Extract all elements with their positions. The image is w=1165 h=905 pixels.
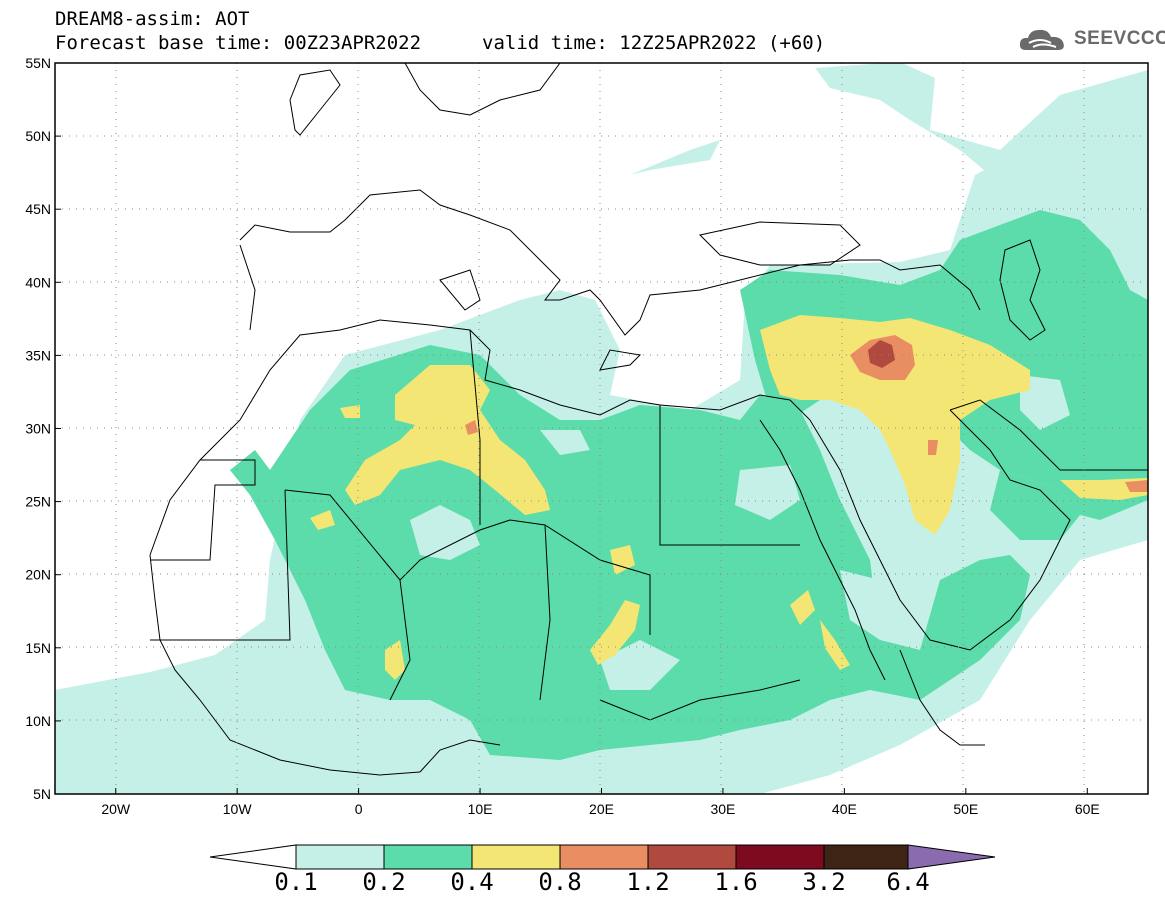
- colorbar-label: 0.8: [538, 868, 582, 896]
- lon-tick-label: 20E: [589, 801, 614, 817]
- lat-tick-label: 35N: [25, 347, 51, 363]
- colorbar-label: 0.2: [362, 868, 406, 896]
- gridlines: [55, 63, 1148, 794]
- colorbar-min-arrow: [209, 844, 297, 870]
- colorbar-label: 1.2: [626, 868, 670, 896]
- valid-time: valid time: 12Z25APR2022 (+60): [482, 32, 826, 54]
- lat-tick-label: 15N: [25, 640, 51, 656]
- lat-tick-label: 45N: [25, 201, 51, 217]
- colorbar-label: 6.4: [886, 868, 930, 896]
- colorbar-max-arrow: [907, 844, 996, 870]
- lat-axis: 5N 10N 15N 20N 25N 30N 35N 40N 45N 50N 55N: [25, 55, 61, 802]
- colorbar-box-0-1: [295, 844, 385, 870]
- lat-tick-label: 20N: [25, 567, 51, 583]
- lon-axis: 20W 10W 0 10E 20E 30E 40E 50E 60E: [101, 788, 1100, 817]
- map-title: DREAM8-assim: AOT: [55, 8, 250, 30]
- colorbar: [209, 844, 996, 870]
- colorbar-box-1-6: [735, 844, 825, 870]
- lon-tick-label: 30E: [710, 801, 735, 817]
- forecast-base-time: Forecast base time: 00Z23APR2022: [55, 32, 422, 54]
- aot-band-gaps: [410, 375, 1070, 690]
- lon-tick-label: 40E: [832, 801, 857, 817]
- colorbar-box-3-2: [823, 844, 909, 870]
- lat-tick-label: 55N: [25, 55, 51, 71]
- lon-tick-label: 10W: [223, 801, 253, 817]
- lat-tick-label: 50N: [25, 128, 51, 144]
- lat-tick-label: 10N: [25, 713, 51, 729]
- lon-tick-label: 60E: [1075, 801, 1100, 817]
- colorbar-label: 0.4: [450, 868, 494, 896]
- lat-tick-label: 5N: [33, 786, 51, 802]
- lon-tick-label: 0: [355, 801, 363, 817]
- cloud-icon: [1019, 29, 1064, 50]
- colorbar-label: 1.6: [714, 868, 758, 896]
- lat-tick-label: 30N: [25, 421, 51, 437]
- colorbar-label: 3.2: [802, 868, 846, 896]
- seevccc-logo: SEEVCCC: [1018, 26, 1165, 56]
- aot-band-0-4: [310, 315, 1148, 680]
- aot-band-1-2: [868, 340, 895, 368]
- colorbar-box-0-2: [383, 844, 473, 870]
- lon-tick-label: 50E: [953, 801, 978, 817]
- lat-tick-label: 40N: [25, 274, 51, 290]
- colorbar-label: 0.1: [274, 868, 318, 896]
- logo-text: SEEVCCC: [1074, 28, 1165, 49]
- colorbar-box-0-4: [471, 844, 561, 870]
- lat-tick-label: 25N: [25, 494, 51, 510]
- colorbar-box-0-8: [559, 844, 649, 870]
- lon-tick-label: 10E: [468, 801, 493, 817]
- coastlines: [149, 63, 1148, 776]
- colorbar-box-1-2: [647, 844, 737, 870]
- lon-tick-label: 20W: [101, 801, 131, 817]
